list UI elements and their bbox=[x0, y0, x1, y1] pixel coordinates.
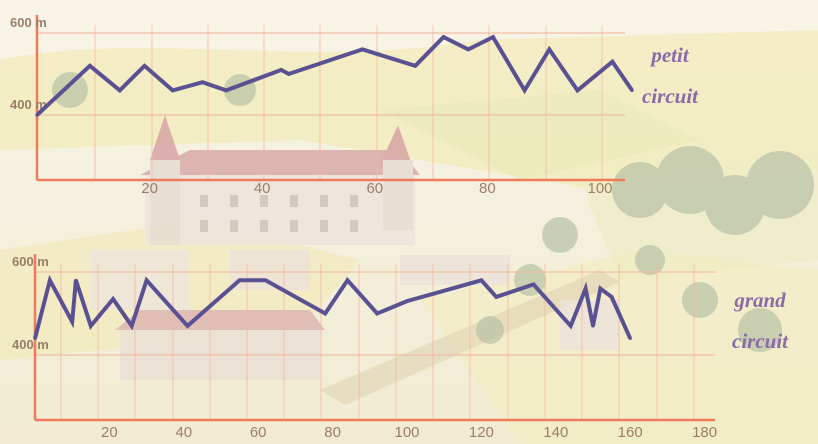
data-point bbox=[610, 60, 614, 64]
x-tick-label: 100 bbox=[587, 180, 612, 197]
x-tick-label: 40 bbox=[254, 180, 271, 197]
x-tick-label: 60 bbox=[366, 180, 383, 197]
data-point bbox=[479, 278, 483, 282]
x-tick-label: 20 bbox=[141, 180, 158, 197]
data-point bbox=[628, 336, 632, 340]
data-point bbox=[435, 291, 439, 295]
data-point bbox=[610, 295, 614, 299]
data-point bbox=[130, 324, 134, 328]
elevation-line bbox=[33, 274, 633, 340]
data-point bbox=[89, 324, 93, 328]
chart-title-line-2: circuit bbox=[642, 84, 699, 108]
x-tick-label: 20 bbox=[101, 424, 118, 441]
data-point bbox=[185, 324, 190, 328]
x-tick-label: 100 bbox=[394, 424, 419, 441]
data-point bbox=[279, 68, 283, 72]
data-point bbox=[491, 35, 495, 39]
chart-title-line-2: circuit bbox=[732, 329, 789, 353]
data-point bbox=[360, 47, 365, 52]
data-point bbox=[111, 297, 115, 301]
x-tick-label: 120 bbox=[469, 424, 494, 441]
data-point bbox=[575, 88, 580, 92]
data-point bbox=[74, 278, 78, 282]
y-tick-label: 400 m bbox=[10, 97, 47, 112]
data-point bbox=[118, 88, 122, 92]
chart-panel-1: 600 m 400 m 20 40 60 80 100 petit circuit bbox=[10, 15, 699, 197]
y-tick-label: 600 m bbox=[10, 15, 47, 30]
data-point bbox=[88, 64, 92, 68]
data-point bbox=[547, 47, 551, 52]
data-point bbox=[598, 287, 603, 291]
data-point bbox=[200, 80, 205, 84]
chart-panel-2: 600 m 400 m 20 40 60 80 100 120 140 160 180 grand ci… bbox=[12, 254, 789, 441]
chart-title-line-1: grand bbox=[733, 288, 786, 312]
x-tick-label: 60 bbox=[250, 424, 267, 441]
data-point bbox=[441, 35, 446, 39]
data-point bbox=[145, 278, 149, 282]
data-point bbox=[33, 336, 37, 340]
elevation-line bbox=[35, 34, 634, 117]
data-point bbox=[522, 88, 527, 92]
data-point bbox=[287, 72, 291, 76]
data-point bbox=[591, 324, 595, 328]
data-point bbox=[345, 278, 350, 282]
data-point bbox=[583, 287, 588, 291]
data-point bbox=[264, 278, 268, 282]
data-point bbox=[238, 278, 242, 282]
data-point bbox=[323, 311, 327, 316]
data-point bbox=[413, 64, 417, 68]
x-tick-label: 140 bbox=[543, 424, 568, 441]
x-tick-label: 80 bbox=[479, 180, 496, 197]
data-point bbox=[35, 113, 39, 117]
chart-title-line-1: petit bbox=[649, 43, 689, 67]
data-point bbox=[375, 311, 379, 316]
data-point bbox=[142, 64, 147, 68]
x-tick-label: 80 bbox=[324, 424, 341, 441]
data-point bbox=[531, 282, 536, 287]
data-point bbox=[224, 88, 228, 92]
data-point bbox=[494, 295, 498, 299]
data-point bbox=[569, 324, 573, 328]
data-point bbox=[466, 47, 470, 52]
data-point bbox=[70, 320, 74, 324]
y-tick-label: 600 m bbox=[12, 254, 49, 269]
x-tick-label: 180 bbox=[692, 424, 717, 441]
x-tick-label: 40 bbox=[175, 424, 192, 441]
data-point bbox=[171, 88, 175, 92]
data-point bbox=[48, 278, 52, 282]
data-point bbox=[405, 299, 409, 303]
data-point bbox=[630, 88, 634, 92]
y-tick-label: 400 m bbox=[12, 337, 49, 352]
x-tick-label: 160 bbox=[618, 424, 643, 441]
